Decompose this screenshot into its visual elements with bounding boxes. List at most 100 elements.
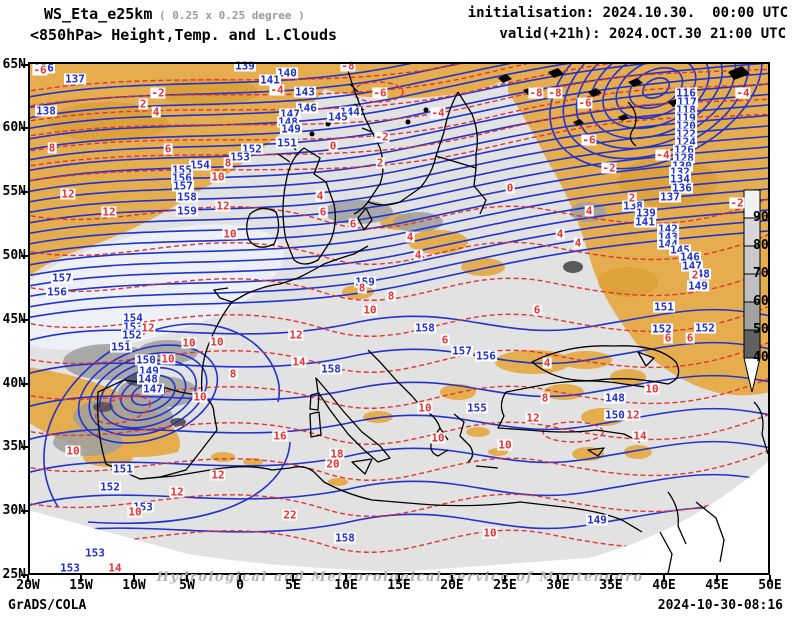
height-label: 158: [414, 321, 436, 335]
temp-label: 12: [215, 199, 231, 213]
lat-tick: [21, 446, 28, 448]
temp-label: 6: [440, 333, 450, 347]
temp-label: 10: [430, 431, 446, 445]
temp-label: 4: [573, 236, 583, 250]
init-time: initialisation: 2024.10.30. 00:00 UTC: [467, 5, 788, 21]
height-label: 142: [657, 222, 679, 236]
temp-label: -6: [577, 96, 593, 110]
lon-tick: [716, 575, 718, 582]
lon-tick: [27, 575, 29, 582]
temp-label: 16: [272, 429, 288, 443]
lat-tick-label: 30N: [2, 503, 26, 518]
model-resolution: ( 0.25 x 0.25 degree ): [159, 9, 305, 22]
lon-tick-label: 5W: [179, 578, 195, 593]
temp-label: -2: [374, 130, 390, 144]
height-label: 147: [681, 259, 703, 273]
lat-tick-label: 55N: [2, 184, 26, 199]
height-label: 149: [687, 279, 709, 293]
height-label: 130: [671, 160, 693, 172]
lon-tick-label: 35E: [599, 578, 623, 593]
temp-label: 4: [413, 248, 423, 262]
height-label: 156: [46, 285, 68, 299]
height-label: 155: [171, 163, 193, 177]
height-label: 155: [466, 401, 488, 415]
lat-tick: [21, 574, 28, 576]
height-label: 139: [234, 59, 256, 73]
height-label: 152: [651, 322, 673, 336]
height-label: 154: [122, 311, 144, 325]
height-label: 157: [51, 271, 73, 285]
colorbar-label: 70: [753, 266, 769, 281]
temp-label: 10: [192, 390, 208, 404]
lon-tick-label: 5E: [285, 578, 301, 593]
lon-tick-label: 25E: [493, 578, 517, 593]
height-label: 122: [675, 127, 697, 141]
temp-label: 14: [632, 429, 648, 443]
temp-label: -2: [601, 161, 617, 175]
temp-label: -6: [372, 86, 388, 100]
temp-label: -2: [729, 196, 745, 210]
height-label: 151: [110, 340, 132, 354]
height-label: 143: [294, 85, 316, 99]
temp-label: 2: [138, 97, 148, 111]
page-title: WS_Eta_e25km ( 0.25 x 0.25 degree ): [44, 5, 305, 23]
height-label: 151: [653, 300, 675, 314]
temp-label: -4: [269, 83, 285, 97]
temp-label: 10: [497, 438, 513, 452]
height-label: 118: [675, 103, 697, 117]
height-label: 128: [673, 151, 695, 165]
temp-label: 8: [47, 141, 57, 155]
temp-label: 2: [690, 268, 700, 282]
height-label: 152: [694, 321, 716, 335]
lat-tick-label: 45N: [2, 312, 26, 327]
temp-label: 12: [210, 468, 226, 482]
lat-tick: [21, 127, 28, 129]
height-label: 126: [673, 143, 695, 157]
height-label: 157: [451, 344, 473, 358]
height-label: 120: [675, 119, 697, 133]
lat-tick-label: 35N: [2, 439, 26, 454]
colorbar-label: 90: [753, 210, 769, 225]
lon-tick: [292, 575, 294, 582]
temp-label: 12: [101, 205, 117, 219]
temp-label: 8: [540, 391, 550, 405]
lon-tick-label: 50E: [758, 578, 782, 593]
temp-label: 6: [348, 217, 358, 231]
temp-label: 14: [291, 355, 307, 369]
height-label: 152: [99, 480, 121, 494]
height-label: 137: [659, 190, 681, 204]
temp-label: 6: [163, 142, 173, 156]
grads-credit: GrADS/COLA: [8, 598, 87, 613]
lon-tick-label: 10E: [334, 578, 358, 593]
height-label: 144: [339, 105, 361, 119]
height-label: 152: [121, 328, 143, 342]
height-label: 132: [669, 165, 691, 179]
lon-tick: [451, 575, 453, 582]
temp-label: 12: [525, 411, 541, 425]
lon-tick: [557, 575, 559, 582]
height-label: 144: [657, 237, 679, 251]
height-label: 143: [657, 230, 679, 244]
temp-label: 4: [542, 356, 552, 370]
height-label: 152: [241, 142, 263, 156]
temp-label: -4: [430, 106, 446, 120]
render-timestamp: 2024-10-30-08:16: [657, 598, 783, 613]
height-label: 149: [280, 122, 302, 136]
lat-tick: [21, 191, 28, 193]
height-label: 146: [296, 101, 318, 115]
temp-label: -4: [735, 86, 751, 100]
lon-tick: [398, 575, 400, 582]
height-label: 145: [669, 243, 691, 257]
lon-tick: [239, 575, 241, 582]
lon-tick-label: 15W: [69, 578, 93, 593]
temp-label: 18: [329, 447, 345, 461]
lon-tick-label: 15E: [387, 578, 411, 593]
temp-label: -4: [655, 148, 671, 162]
height-label: 151: [276, 136, 298, 150]
temp-label: 4: [405, 230, 415, 244]
lon-tick-label: 10W: [122, 578, 146, 593]
lat-tick-label: 60N: [2, 120, 26, 135]
temp-label: 8: [357, 281, 367, 295]
temp-label: 12: [288, 328, 304, 342]
